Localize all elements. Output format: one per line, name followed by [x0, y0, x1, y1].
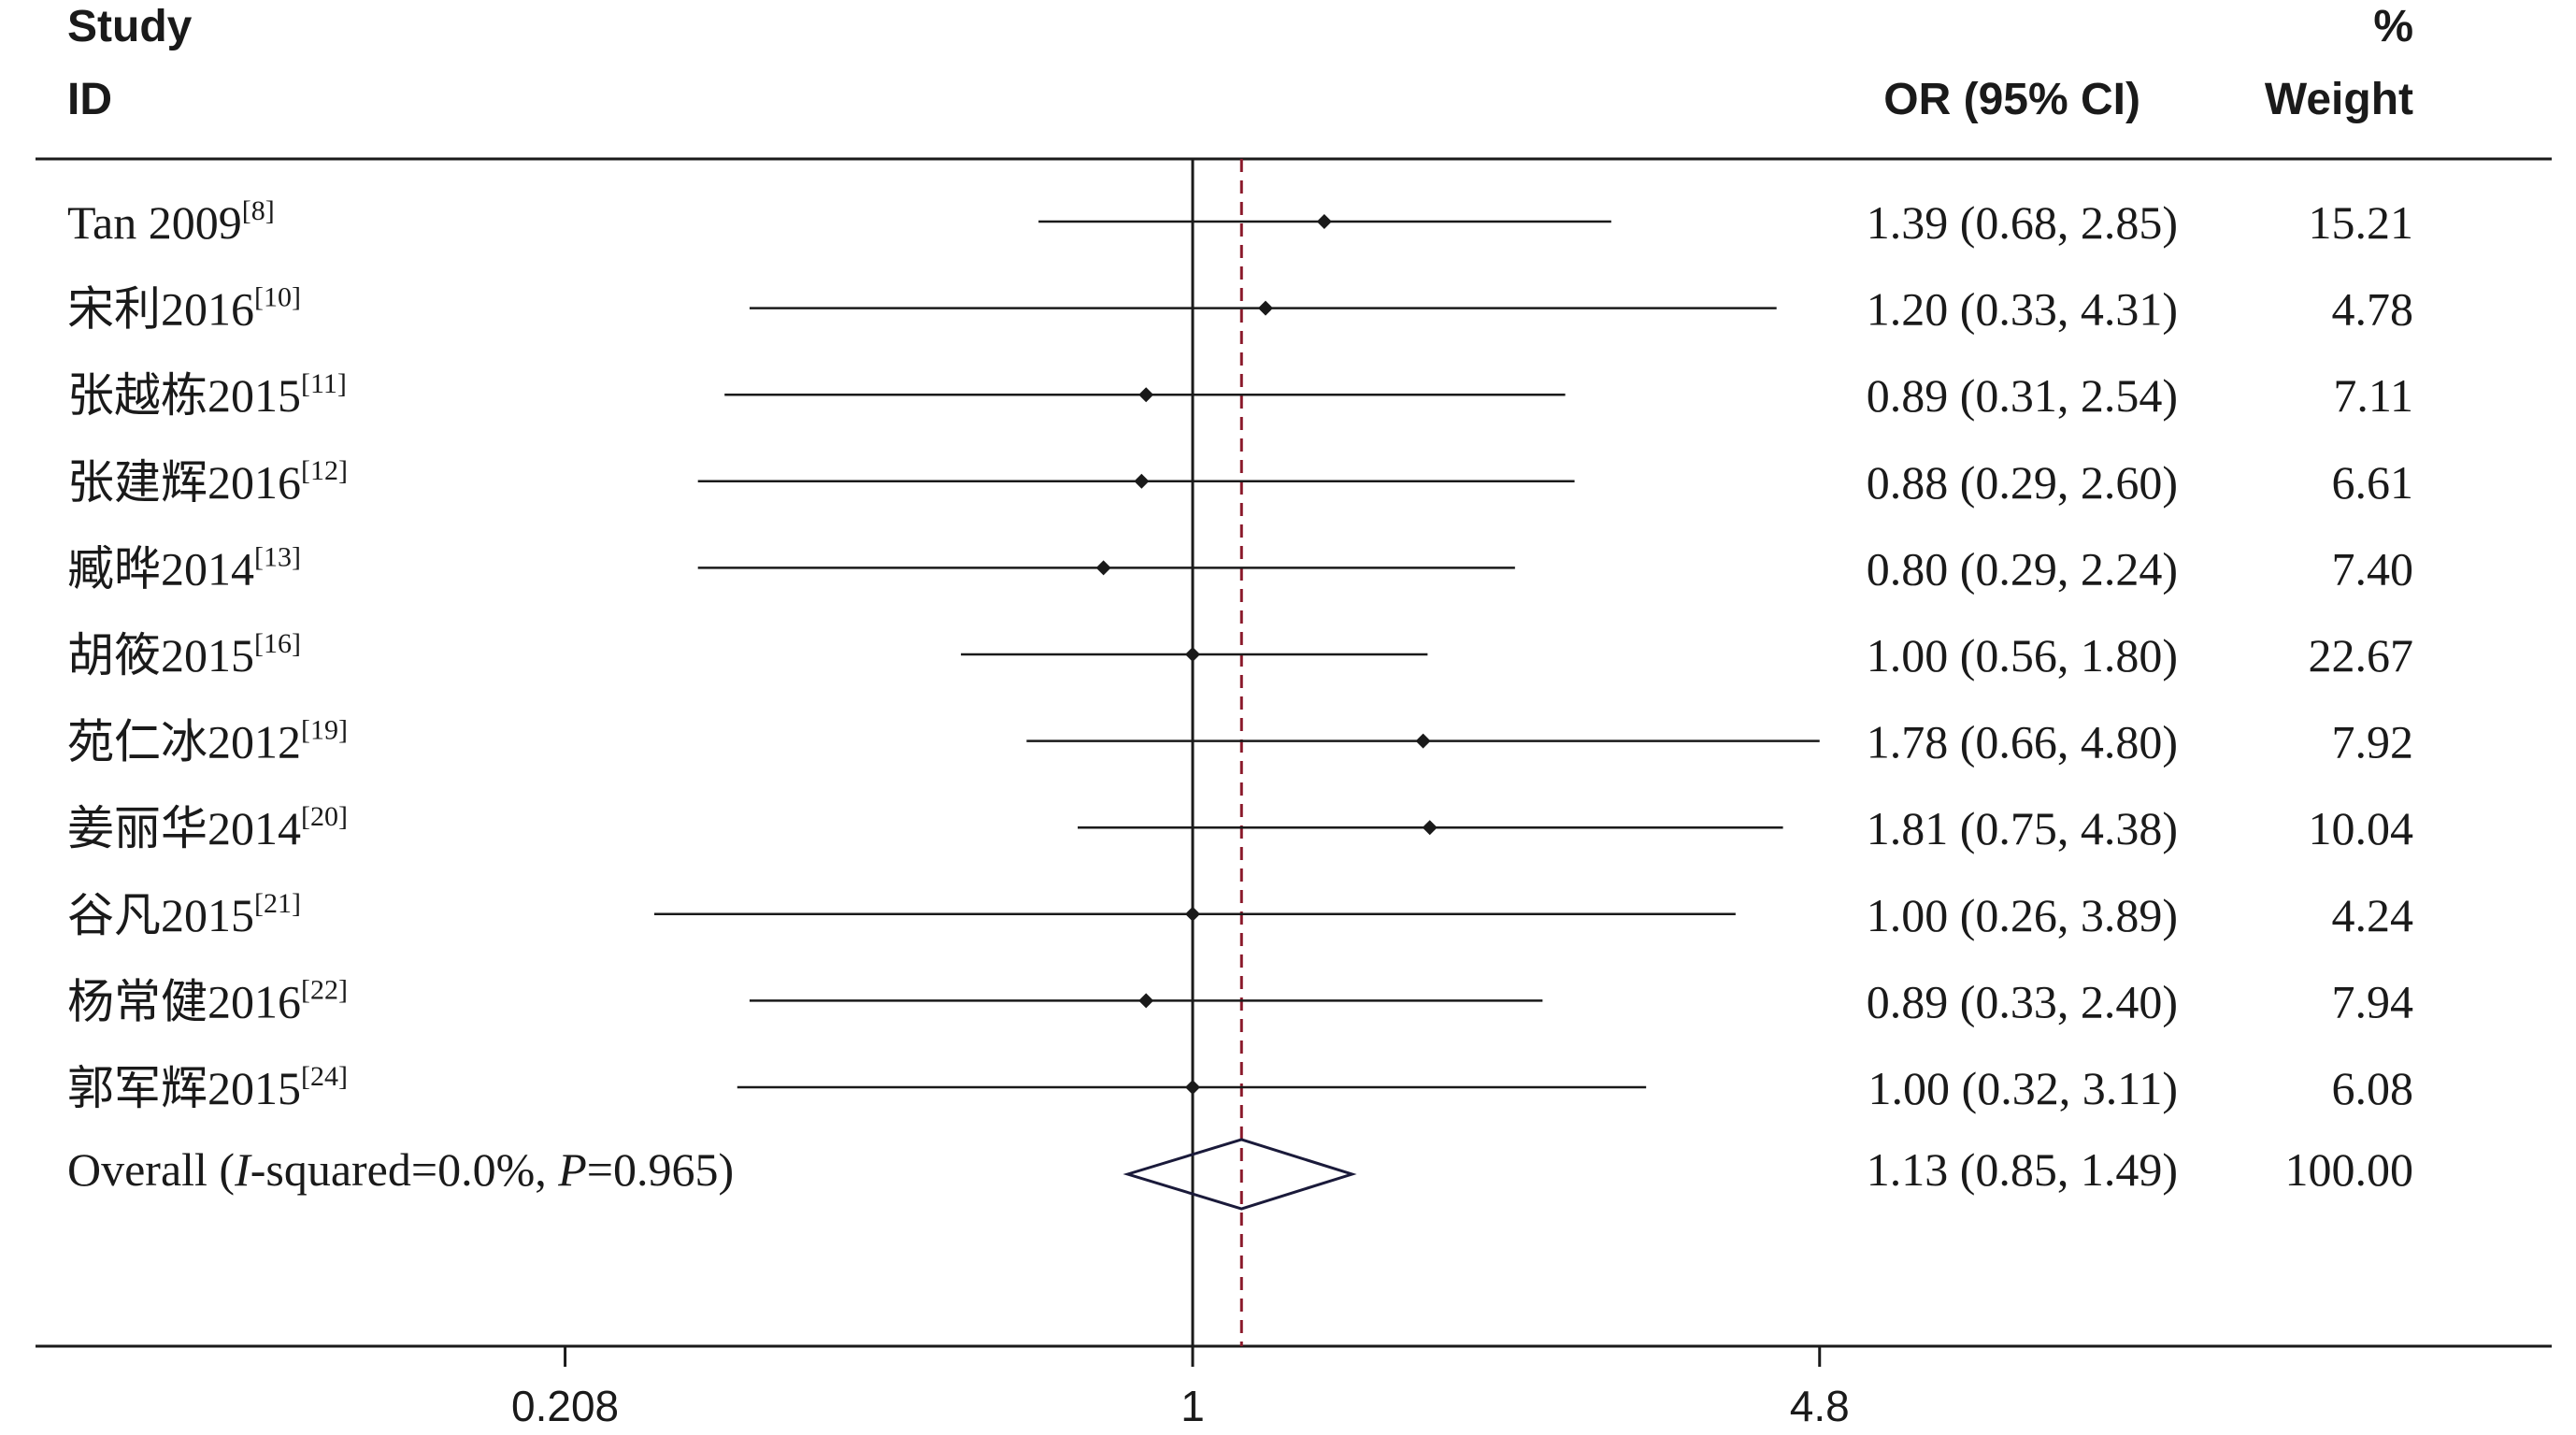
study-label: 臧晔2014[13]: [67, 541, 301, 595]
study-label: 胡筱2015[16]: [67, 628, 301, 682]
study-row: 张建辉2016[12] 0.88 (0.29, 2.60) 6.61: [67, 455, 2413, 509]
point-estimate-marker: [1138, 387, 1154, 403]
id-header: ID: [67, 75, 112, 124]
study-weight: 6.61: [2332, 456, 2414, 509]
study-label: Tan 2009[8]: [67, 195, 275, 249]
study-label: 姜丽华2014[20]: [67, 801, 348, 854]
overall-row: Overall (I-squared=0.0%, P=0.965) 1.13 (…: [67, 1138, 2414, 1211]
study-weight: 7.94: [2332, 975, 2414, 1027]
point-estimate-marker: [1185, 647, 1200, 662]
point-estimate-marker: [1415, 733, 1431, 749]
study-weight: 6.08: [2332, 1062, 2414, 1114]
study-weight: 7.92: [2332, 716, 2414, 768]
study-weight: 7.11: [2333, 369, 2413, 422]
point-estimate-marker: [1138, 993, 1154, 1009]
point-estimate-marker: [1185, 906, 1200, 922]
study-or-ci: 1.00 (0.32, 3.11): [1868, 1062, 2178, 1114]
study-or-ci: 0.88 (0.29, 2.60): [1867, 456, 2178, 509]
overall-diamond: [1123, 1138, 1357, 1211]
study-or-ci: 0.89 (0.31, 2.54): [1867, 369, 2178, 422]
study-or-ci: 1.00 (0.56, 1.80): [1867, 629, 2178, 682]
study-weight: 7.40: [2332, 542, 2414, 595]
study-row: 杨常健2016[22] 0.89 (0.33, 2.40) 7.94: [67, 974, 2413, 1027]
study-row: 苑仁冰2012[19] 1.78 (0.66, 4.80) 7.92: [67, 715, 2413, 768]
study-label: 张建辉2016[12]: [67, 455, 348, 509]
or-ci-header: OR (95% CI): [1883, 75, 2140, 124]
study-label: 苑仁冰2012[19]: [67, 715, 348, 768]
study-label: 张越栋2015[11]: [67, 368, 347, 422]
study-weight: 4.24: [2332, 889, 2414, 941]
study-row: 宋利2016[10] 1.20 (0.33, 4.31) 4.78: [67, 282, 2413, 336]
study-row: 胡筱2015[16] 1.00 (0.56, 1.80) 22.67: [67, 628, 2413, 682]
study-label: 宋利2016[10]: [67, 282, 301, 336]
study-label: 杨常健2016[22]: [67, 974, 348, 1027]
study-header: Study: [67, 2, 193, 51]
x-tick-label: 0.208: [511, 1382, 619, 1430]
point-estimate-marker: [1095, 560, 1111, 576]
study-or-ci: 0.80 (0.29, 2.24): [1867, 542, 2178, 595]
weight-header: Weight: [2265, 75, 2413, 124]
study-rows: Tan 2009[8] 1.39 (0.68, 2.85) 15.21 宋利2016[…: [67, 195, 2413, 1114]
study-or-ci: 0.89 (0.33, 2.40): [1867, 975, 2178, 1027]
point-estimate-marker: [1257, 300, 1273, 316]
overall-weight: 100.00: [2285, 1143, 2414, 1196]
study-row: Tan 2009[8] 1.39 (0.68, 2.85) 15.21: [67, 195, 2413, 249]
x-tick-label: 4.8: [1790, 1382, 1850, 1430]
study-or-ci: 1.39 (0.68, 2.85): [1867, 196, 2178, 249]
study-row: 臧晔2014[13] 0.80 (0.29, 2.24) 7.40: [67, 541, 2413, 595]
study-or-ci: 1.20 (0.33, 4.31): [1867, 283, 2178, 336]
x-axis-ticks: 0.208 1 4.8: [511, 1346, 1850, 1430]
study-row: 谷凡2015[21] 1.00 (0.26, 3.89) 4.24: [67, 888, 2413, 941]
point-estimate-marker: [1422, 820, 1438, 836]
study-row: 郭军辉2015[24] 1.00 (0.32, 3.11) 6.08: [67, 1061, 2413, 1114]
point-estimate-marker: [1185, 1080, 1200, 1095]
study-weight: 10.04: [2309, 802, 2414, 854]
study-row: 张越栋2015[11] 0.89 (0.31, 2.54) 7.11: [67, 368, 2413, 422]
overall-label: Overall (I-squared=0.0%, P=0.965): [67, 1143, 734, 1196]
study-or-ci: 1.81 (0.75, 4.38): [1867, 802, 2178, 854]
study-or-ci: 1.00 (0.26, 3.89): [1867, 889, 2178, 941]
overall-or-ci: 1.13 (0.85, 1.49): [1867, 1143, 2178, 1196]
study-weight: 4.78: [2332, 283, 2414, 336]
study-label: 郭军辉2015[24]: [67, 1061, 348, 1114]
study-label: 谷凡2015[21]: [67, 888, 301, 941]
study-weight: 22.67: [2309, 629, 2414, 682]
study-weight: 15.21: [2309, 196, 2414, 249]
point-estimate-marker: [1134, 473, 1150, 489]
study-or-ci: 1.78 (0.66, 4.80): [1867, 716, 2178, 768]
point-estimate-marker: [1316, 214, 1332, 229]
x-tick-label: 1: [1181, 1382, 1205, 1430]
study-row: 姜丽华2014[20] 1.81 (0.75, 4.38) 10.04: [67, 801, 2413, 854]
percent-header: %: [2373, 2, 2413, 51]
